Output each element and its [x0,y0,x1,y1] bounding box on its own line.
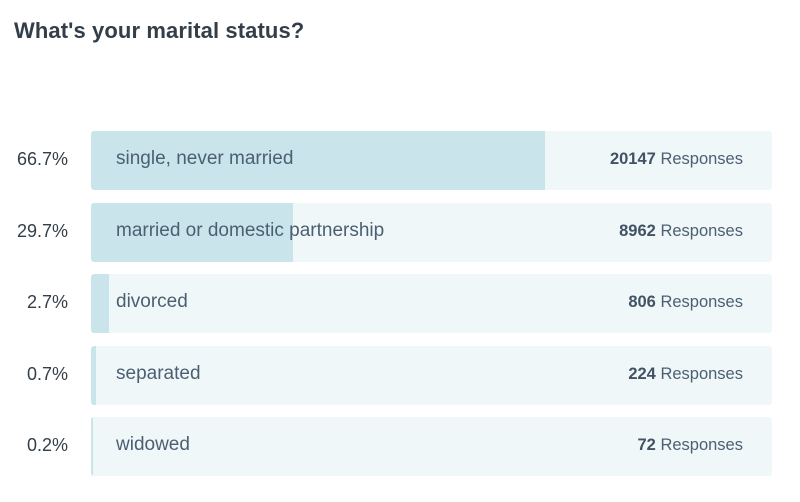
response-number: 72 [637,436,656,454]
response-count: 224 Responses [628,346,743,403]
bar-track: married or domestic partnership 8962 Resp… [91,202,772,262]
bar-fill [91,131,546,190]
option-label: single, never married [116,148,294,169]
percent-label: 66.7% [16,149,68,169]
percent-label: 29.7% [16,220,68,241]
bar-fill [91,345,96,405]
bar-track: single, never married 20147 Responses [91,131,772,190]
percent-label: 2.7% [26,292,68,312]
option-label: separated [116,362,201,384]
question-title: What's your marital status? [14,18,305,43]
result-row: 0.2% widowed 72 Responses [0,417,800,476]
bar-fill [91,274,110,333]
result-row: 2.7% divorced 806 Responses [0,274,800,333]
bar-fill [91,202,294,262]
response-suffix: Responses [660,150,743,168]
response-number: 224 [628,364,656,383]
response-count: 8962 Responses [619,203,743,260]
response-suffix: Responses [660,364,743,383]
percent-label: 0.7% [26,363,68,384]
response-count: 72 Responses [637,417,743,474]
bar-track: separated 224 Responses [91,345,772,405]
bar-track: divorced 806 Responses [91,274,772,333]
bar-fill [91,417,93,476]
option-label: divorced [116,291,188,312]
result-row: 29.7% married or domestic partnership 8962… [0,202,800,262]
response-count: 806 Responses [628,274,743,331]
bar-track: widowed 72 Responses [91,417,772,476]
result-row: 66.7% single, never married 20147 Response… [0,131,800,190]
response-number: 8962 [619,221,656,240]
option-label: married or domestic partnership [116,219,385,241]
response-number: 806 [628,293,656,311]
response-number: 20147 [609,150,656,168]
response-count: 20147 Responses [610,131,743,188]
option-label: widowed [116,434,190,455]
response-suffix: Responses [660,221,743,240]
response-suffix: Responses [660,293,743,311]
response-suffix: Responses [660,436,743,454]
percent-label: 0.2% [26,435,68,455]
result-row: 0.7% separated 224 Responses [0,345,800,405]
